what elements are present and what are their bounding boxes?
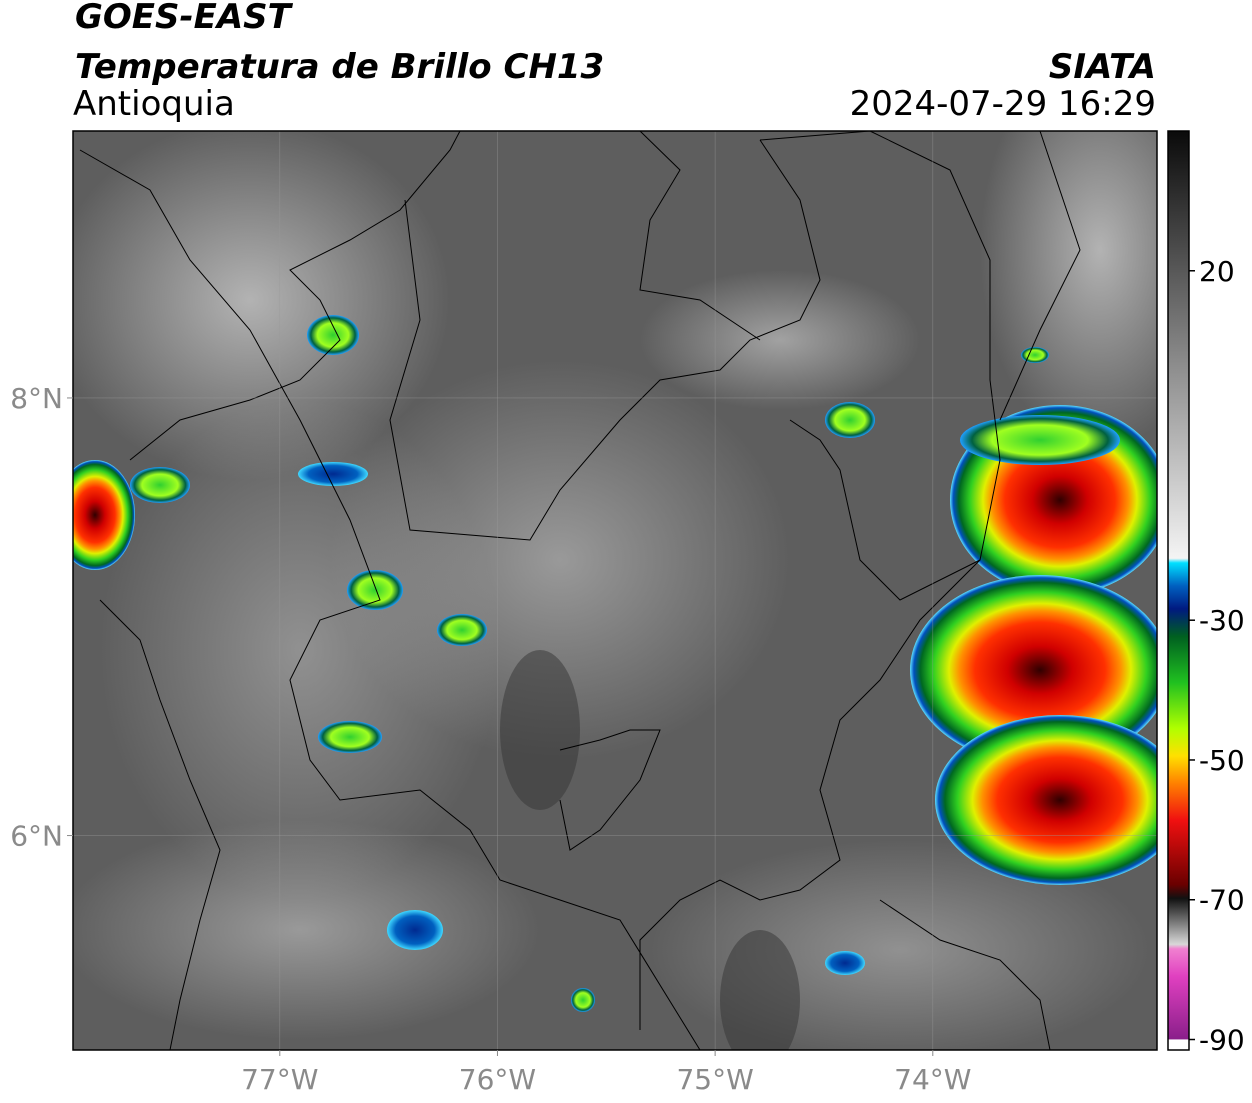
satellite-image: [73, 131, 1157, 1050]
colorbar-tick-label: -50: [1199, 744, 1245, 777]
y-tick-label: 6°N: [10, 820, 63, 853]
x-tick-label: 77°W: [241, 1063, 318, 1096]
y-tick-label: 8°N: [10, 382, 63, 415]
region: Antioquia: [73, 84, 235, 124]
colorbar-tick-label: -30: [1199, 604, 1245, 637]
colorbar: [1167, 130, 1190, 1051]
x-tick-label: 74°W: [894, 1063, 971, 1096]
source: SIATA: [1049, 47, 1156, 87]
x-tick-label: 75°W: [676, 1063, 753, 1096]
map-frame: [72, 130, 1158, 1051]
x-tick-label: 76°W: [459, 1063, 536, 1096]
datetime: 2024-07-29 16:29: [850, 84, 1156, 124]
colorbar-tick-label: -70: [1199, 884, 1245, 917]
colorbar-tick-label: -90: [1199, 1024, 1245, 1057]
subtitle: Temperatura de Brillo CH13: [75, 47, 604, 87]
title: GOES-EAST: [75, 0, 294, 37]
colorbar-tick-label: 20: [1199, 255, 1235, 288]
grid: [73, 131, 1157, 1050]
